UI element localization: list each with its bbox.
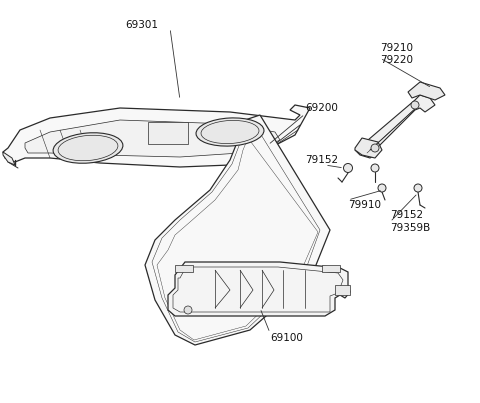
FancyBboxPatch shape [148,122,188,144]
Text: 69100: 69100 [270,333,303,343]
Circle shape [344,164,352,172]
Text: 79152: 79152 [390,210,423,220]
Polygon shape [25,120,280,157]
Ellipse shape [196,118,264,146]
Polygon shape [355,138,382,158]
Polygon shape [175,265,193,272]
Text: 69301: 69301 [125,20,158,30]
Polygon shape [408,82,445,100]
Text: 79910: 79910 [348,200,381,210]
Ellipse shape [53,133,123,163]
Polygon shape [322,265,340,272]
Text: 79359B: 79359B [390,223,430,233]
Circle shape [371,144,379,152]
Polygon shape [3,105,310,167]
Polygon shape [145,115,330,345]
Circle shape [371,164,379,172]
Text: 69200: 69200 [305,103,338,113]
Circle shape [414,184,422,192]
Circle shape [411,101,419,109]
Polygon shape [335,285,350,295]
Text: 79210: 79210 [380,43,413,53]
Polygon shape [3,152,15,165]
Circle shape [184,306,192,314]
Text: 79220: 79220 [380,55,413,65]
Text: 79152: 79152 [305,155,338,165]
Polygon shape [355,95,435,158]
Circle shape [378,184,386,192]
Polygon shape [168,262,350,316]
